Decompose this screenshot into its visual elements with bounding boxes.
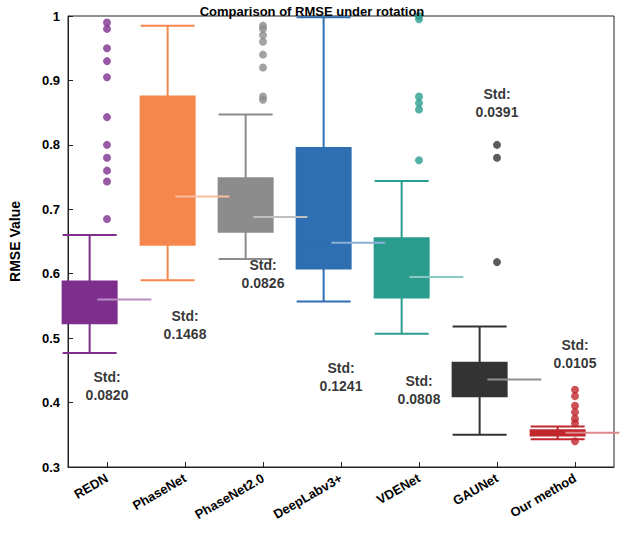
svg-text:PhaseNet: PhaseNet — [130, 470, 189, 513]
svg-text:Std:: Std: — [249, 257, 276, 273]
svg-text:0.6: 0.6 — [42, 266, 60, 281]
svg-text:Std:: Std: — [561, 337, 588, 353]
svg-text:0.0820: 0.0820 — [86, 387, 129, 403]
svg-text:Std:: Std: — [327, 360, 354, 376]
svg-text:0.1241: 0.1241 — [320, 378, 363, 394]
svg-text:REDN: REDN — [71, 471, 110, 502]
svg-text:0.5: 0.5 — [42, 331, 60, 346]
svg-text:DeepLabv3+: DeepLabv3+ — [271, 470, 345, 522]
svg-text:0.3: 0.3 — [42, 460, 60, 475]
svg-text:1: 1 — [53, 9, 60, 24]
svg-text:0.1468: 0.1468 — [164, 326, 207, 342]
svg-text:RMSE Value: RMSE Value — [7, 201, 23, 282]
svg-text:0.0391: 0.0391 — [476, 104, 519, 120]
svg-text:0.0105: 0.0105 — [554, 355, 597, 371]
svg-text:0.0826: 0.0826 — [242, 275, 285, 291]
svg-text:0.0808: 0.0808 — [398, 391, 441, 407]
svg-text:VDENet: VDENet — [374, 470, 423, 507]
svg-text:Std:: Std: — [405, 373, 432, 389]
svg-text:0.8: 0.8 — [42, 137, 60, 152]
svg-text:GAUNet: GAUNet — [450, 470, 501, 508]
svg-text:0.9: 0.9 — [42, 73, 60, 88]
svg-text:Our method: Our method — [508, 470, 579, 520]
svg-text:PhaseNet2.0: PhaseNet2.0 — [192, 471, 266, 523]
svg-text:Comparison of RMSE under rotat: Comparison of RMSE under rotation — [200, 4, 425, 19]
svg-text:Std:: Std: — [171, 308, 198, 324]
svg-text:0.7: 0.7 — [42, 202, 60, 217]
svg-text:0.4: 0.4 — [42, 395, 61, 410]
svg-text:Std:: Std: — [483, 86, 510, 102]
svg-text:Std:: Std: — [93, 369, 120, 385]
